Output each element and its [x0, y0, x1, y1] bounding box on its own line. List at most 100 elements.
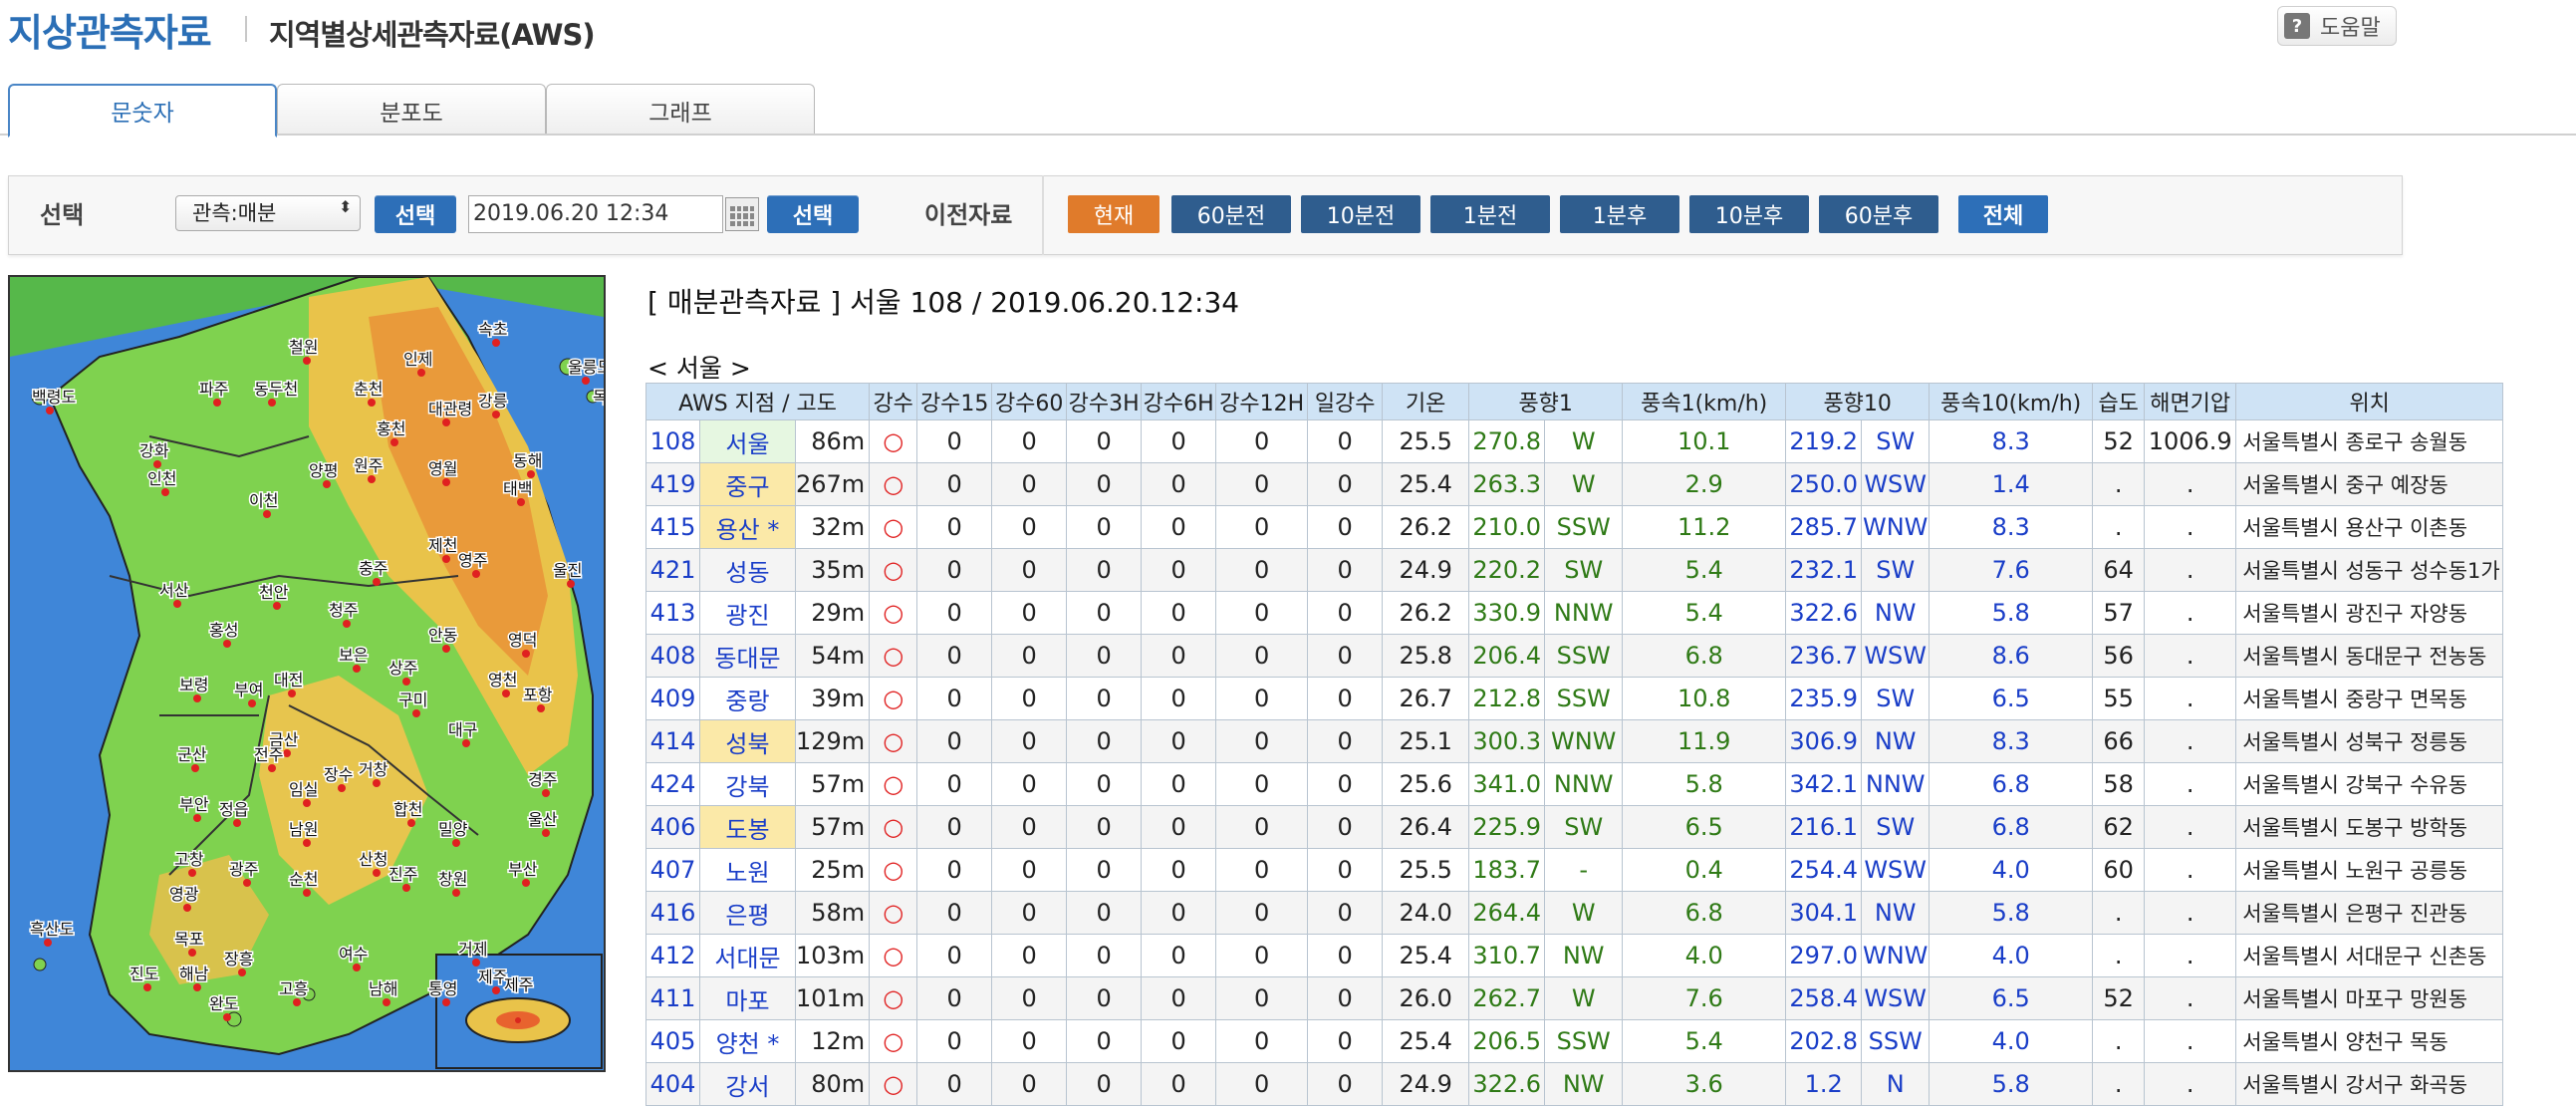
datetime-input[interactable]: 2019.06.20 12:34 — [468, 195, 723, 233]
station-dot[interactable] — [527, 470, 535, 478]
station-dot[interactable] — [353, 964, 361, 971]
station-dot[interactable] — [283, 749, 291, 757]
nav-60min-after-button[interactable]: 60분후 — [1819, 195, 1938, 233]
station-id[interactable]: 404 — [645, 1062, 700, 1106]
nav-current-button[interactable]: 현재 — [1068, 195, 1159, 233]
station-dot[interactable] — [303, 889, 311, 897]
station-map-label[interactable]: 백령도 — [31, 387, 78, 409]
station-id[interactable]: 421 — [645, 548, 700, 592]
tab-numeric[interactable]: 문숫자 — [8, 84, 277, 138]
station-dot[interactable] — [567, 580, 575, 588]
station-map-label[interactable]: 파주 — [198, 379, 230, 401]
station-map-label[interactable]: 춘천 — [353, 379, 385, 401]
station-dot[interactable] — [368, 475, 376, 483]
station-map-label[interactable]: 천안 — [258, 582, 291, 604]
station-dot[interactable] — [273, 602, 281, 610]
station-id[interactable]: 412 — [645, 934, 700, 977]
station-dot[interactable] — [442, 998, 450, 1006]
station-dot[interactable] — [402, 678, 410, 686]
station-map-label[interactable]: 부여 — [233, 680, 265, 701]
station-dot[interactable] — [522, 879, 530, 887]
observation-type-select[interactable]: 관측:매분 — [175, 195, 361, 231]
station-dot[interactable] — [383, 998, 390, 1006]
station-dot[interactable] — [303, 839, 311, 847]
station-map-label[interactable]: 군산 — [176, 744, 209, 766]
tab-graph[interactable]: 그래프 — [546, 84, 815, 136]
station-dot[interactable] — [153, 460, 161, 468]
station-dot[interactable] — [188, 869, 196, 877]
station-id[interactable]: 413 — [645, 591, 700, 635]
station-map-label[interactable]: 철원 — [288, 337, 320, 359]
station-dot[interactable] — [522, 650, 530, 658]
station-dot[interactable] — [452, 889, 460, 897]
station-id[interactable]: 415 — [645, 505, 700, 549]
station-map-label[interactable]: 창원 — [437, 869, 469, 891]
station-map-label[interactable]: 대관령 — [427, 399, 474, 420]
station-dot[interactable] — [213, 399, 221, 407]
station-map-label[interactable]: 울산 — [527, 809, 560, 831]
station-map-label[interactable]: 장흥 — [223, 949, 255, 970]
station-id[interactable]: 409 — [645, 677, 700, 720]
station-dot[interactable] — [542, 829, 550, 837]
station-dot[interactable] — [343, 620, 351, 628]
station-dot[interactable] — [293, 998, 301, 1006]
station-dot[interactable] — [288, 690, 296, 697]
station-name[interactable]: 중구 — [699, 462, 796, 506]
station-map-label[interactable]: 동해 — [512, 450, 544, 472]
station-dot[interactable] — [183, 904, 191, 912]
station-map-label[interactable]: 홍성 — [208, 620, 240, 642]
nav-60min-before-button[interactable]: 60분전 — [1171, 195, 1291, 233]
station-dot[interactable] — [223, 1013, 231, 1021]
station-dot[interactable] — [338, 784, 346, 792]
station-map-label[interactable]: 영천 — [487, 670, 519, 691]
station-map-label[interactable]: 청주 — [328, 600, 360, 622]
station-dot[interactable] — [442, 478, 450, 486]
station-map-label[interactable]: 보은 — [338, 645, 370, 667]
station-id[interactable]: 411 — [645, 976, 700, 1020]
station-name[interactable]: 광진 — [699, 591, 796, 635]
station-map-label[interactable]: 이천 — [248, 490, 280, 512]
help-button[interactable]: ? 도움말 — [2277, 6, 2397, 46]
station-map-label[interactable]: 흑산도 — [29, 919, 76, 941]
station-dot[interactable] — [188, 949, 196, 957]
station-dot[interactable] — [44, 939, 52, 947]
station-dot[interactable] — [191, 764, 199, 772]
station-name[interactable]: 도봉 — [699, 805, 796, 849]
station-dot[interactable] — [582, 377, 590, 385]
station-name[interactable]: 은평 — [699, 891, 796, 935]
nav-all-button[interactable]: 전체 — [1958, 195, 2048, 233]
station-map-label[interactable]: 양평 — [308, 460, 340, 482]
station-name[interactable]: 양천 * — [699, 1019, 796, 1063]
station-map-label[interactable]: 남해 — [368, 978, 399, 1000]
station-dot[interactable] — [193, 814, 201, 822]
station-map-label[interactable]: 인제 — [402, 349, 434, 371]
station-dot[interactable] — [390, 438, 398, 446]
station-map-label[interactable]: 순천 — [288, 869, 320, 891]
station-name[interactable]: 노원 — [699, 848, 796, 892]
station-name[interactable]: 성북 — [699, 719, 796, 763]
station-dot[interactable] — [492, 411, 500, 418]
station-dot[interactable] — [263, 510, 271, 518]
station-name[interactable]: 강서 — [699, 1062, 796, 1106]
station-dot[interactable] — [472, 959, 480, 967]
station-map-label[interactable]: 영월 — [427, 458, 459, 480]
station-dot[interactable] — [517, 498, 525, 506]
station-dot[interactable] — [143, 983, 151, 991]
calendar-icon[interactable] — [725, 197, 759, 231]
station-map-label[interactable]: 제천 — [427, 535, 459, 557]
station-map-label[interactable]: 강릉 — [477, 391, 509, 413]
station-dot[interactable] — [243, 879, 251, 887]
station-map-label[interactable]: 안동 — [427, 625, 459, 647]
station-dot[interactable] — [161, 488, 169, 496]
station-map-label[interactable]: 원주 — [353, 455, 385, 477]
station-dot[interactable] — [268, 399, 276, 407]
station-dot[interactable] — [442, 555, 450, 563]
station-map-label[interactable]: 통영 — [427, 978, 459, 1000]
station-dot[interactable] — [492, 986, 500, 994]
station-id[interactable]: 416 — [645, 891, 700, 935]
station-dot[interactable] — [373, 869, 381, 877]
nav-1min-after-button[interactable]: 1분후 — [1560, 195, 1679, 233]
station-id[interactable]: 405 — [645, 1019, 700, 1063]
